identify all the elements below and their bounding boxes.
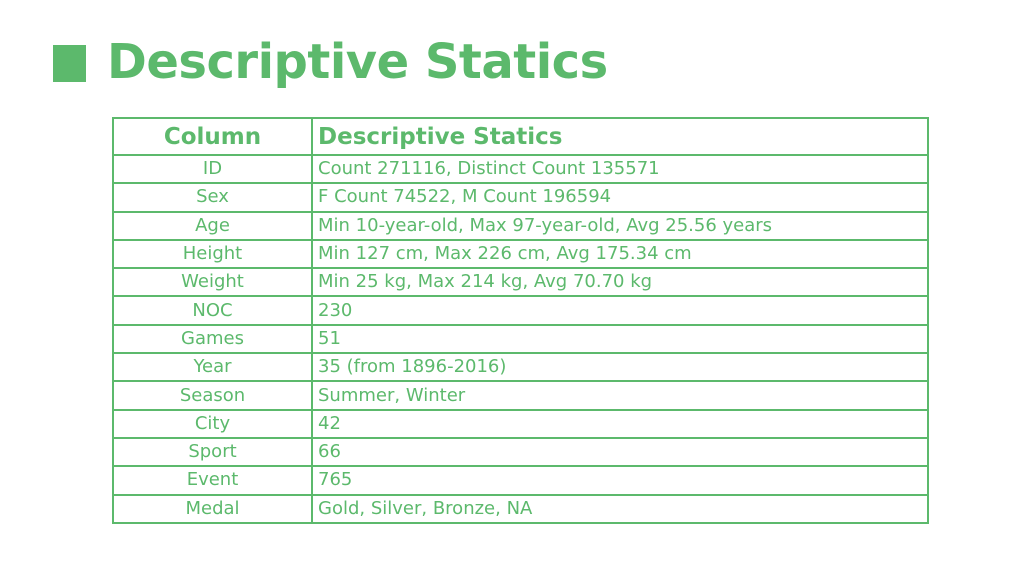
table-header-row: Column Descriptive Statics: [112, 117, 929, 156]
row-stats: 35 (from 1896-2016): [311, 352, 929, 383]
row-column-name: ID: [112, 153, 313, 185]
row-column-name: Event: [112, 465, 313, 496]
row-column-name: City: [112, 408, 313, 439]
row-stats: Min 25 kg, Max 214 kg, Avg 70.70 kg: [311, 267, 929, 298]
row-stats: 66: [311, 436, 929, 468]
row-column-name: Sex: [112, 182, 313, 213]
row-stats: Min 10-year-old, Max 97-year-old, Avg 25…: [311, 210, 929, 241]
table-row: Age Min 10-year-old, Max 97-year-old, Av…: [112, 210, 929, 241]
table-row: Games 51: [112, 323, 929, 355]
row-column-name: Season: [112, 380, 313, 411]
row-column-name: Sport: [112, 436, 313, 468]
row-column-name: Medal: [112, 493, 313, 524]
row-column-name: Weight: [112, 267, 313, 298]
descriptive-statistics-table: Column Descriptive Statics ID Count 2711…: [112, 117, 929, 524]
table-row: Season Summer, Winter: [112, 380, 929, 411]
table-row: Year 35 (from 1896-2016): [112, 352, 929, 383]
table-row: Sport 66: [112, 436, 929, 468]
row-stats: Gold, Silver, Bronze, NA: [311, 493, 929, 524]
column-header-descriptive-statics: Descriptive Statics: [311, 117, 929, 156]
column-header-column: Column: [112, 117, 313, 156]
row-column-name: Year: [112, 352, 313, 383]
title-marker-square: [53, 45, 86, 82]
table-row: Height Min 127 cm, Max 226 cm, Avg 175.3…: [112, 238, 929, 270]
table-row: ID Count 271116, Distinct Count 135571: [112, 153, 929, 185]
table-row: Event 765: [112, 465, 929, 496]
row-column-name: Height: [112, 238, 313, 270]
row-column-name: NOC: [112, 295, 313, 326]
page-title: Descriptive Statics: [107, 34, 608, 90]
row-stats: 765: [311, 465, 929, 496]
row-stats: Summer, Winter: [311, 380, 929, 411]
row-stats: 42: [311, 408, 929, 439]
table-row: NOC 230: [112, 295, 929, 326]
row-stats: Min 127 cm, Max 226 cm, Avg 175.34 cm: [311, 238, 929, 270]
row-column-name: Age: [112, 210, 313, 241]
table-row: Weight Min 25 kg, Max 214 kg, Avg 70.70 …: [112, 267, 929, 298]
row-stats: Count 271116, Distinct Count 135571: [311, 153, 929, 185]
row-column-name: Games: [112, 323, 313, 355]
table-row: City 42: [112, 408, 929, 439]
row-stats: 51: [311, 323, 929, 355]
row-stats: F Count 74522, M Count 196594: [311, 182, 929, 213]
row-stats: 230: [311, 295, 929, 326]
table-row: Sex F Count 74522, M Count 196594: [112, 182, 929, 213]
table-row: Medal Gold, Silver, Bronze, NA: [112, 493, 929, 524]
